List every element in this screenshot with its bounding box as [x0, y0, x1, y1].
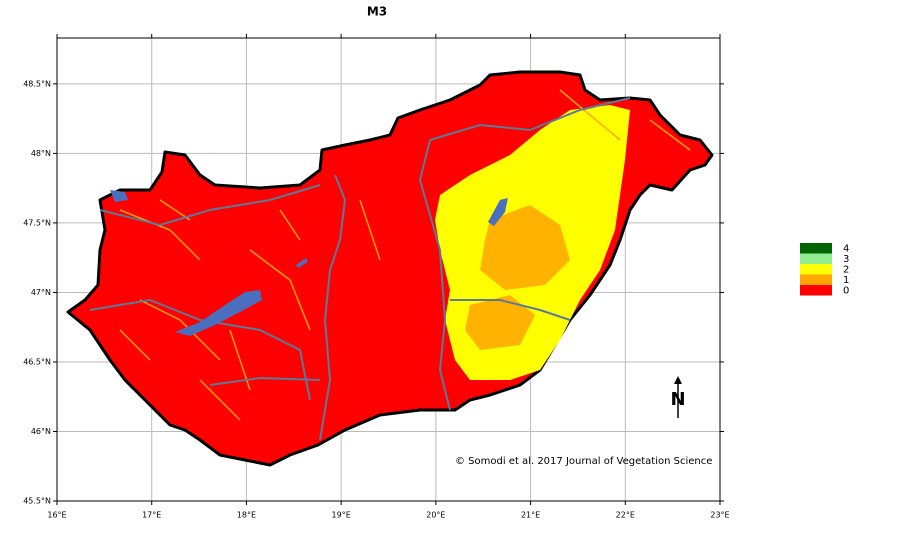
map-title: M3 — [367, 5, 387, 19]
rivers — [89, 97, 631, 441]
x-tick-label: 19°E — [332, 511, 351, 520]
north-arrow: N — [670, 376, 686, 418]
lake-balaton — [175, 290, 262, 336]
legend-label: 0 — [843, 286, 849, 297]
y-tick-label: 48.5°N — [23, 79, 51, 88]
legend-swatch — [800, 285, 832, 296]
legend-label: 2 — [843, 265, 849, 276]
legend-swatch — [800, 253, 832, 264]
lake-ferto — [110, 190, 128, 202]
orange-zone — [465, 205, 570, 350]
credit: © Somodi et al. 2017 Journal of Vegetati… — [455, 456, 712, 467]
x-tick-label: 20°E — [426, 511, 445, 520]
x-tick-label: 17°E — [142, 511, 161, 520]
legend-label: 4 — [843, 244, 849, 255]
x-tick-label: 21°E — [521, 511, 540, 520]
legend-swatch — [800, 274, 832, 285]
x-tick-label: 16°E — [47, 511, 66, 520]
x-tick-label: 22°E — [616, 511, 635, 520]
north-label: N — [670, 389, 685, 410]
y-tick-label: 48°N — [31, 149, 51, 158]
legend-label: 3 — [843, 254, 849, 265]
country — [66, 70, 714, 467]
y-tick-label: 45.5°N — [23, 497, 51, 506]
x-tick-label: 23°E — [710, 511, 729, 520]
y-tick-label: 47.5°N — [23, 218, 51, 227]
y-tick-label: 46.5°N — [23, 357, 51, 366]
legend-swatch — [800, 243, 832, 254]
legend-swatch — [800, 264, 832, 275]
y-tick-label: 47°N — [31, 288, 51, 297]
north-arrow-head — [674, 376, 682, 384]
y-tick-label: 46°N — [31, 427, 51, 436]
map-frame — [56, 37, 721, 502]
orange-streaks — [119, 89, 691, 421]
lake-tisza — [488, 198, 508, 226]
x-tick-label: 18°E — [237, 511, 256, 520]
legend-label: 1 — [843, 275, 849, 286]
lake-velence — [296, 258, 308, 268]
